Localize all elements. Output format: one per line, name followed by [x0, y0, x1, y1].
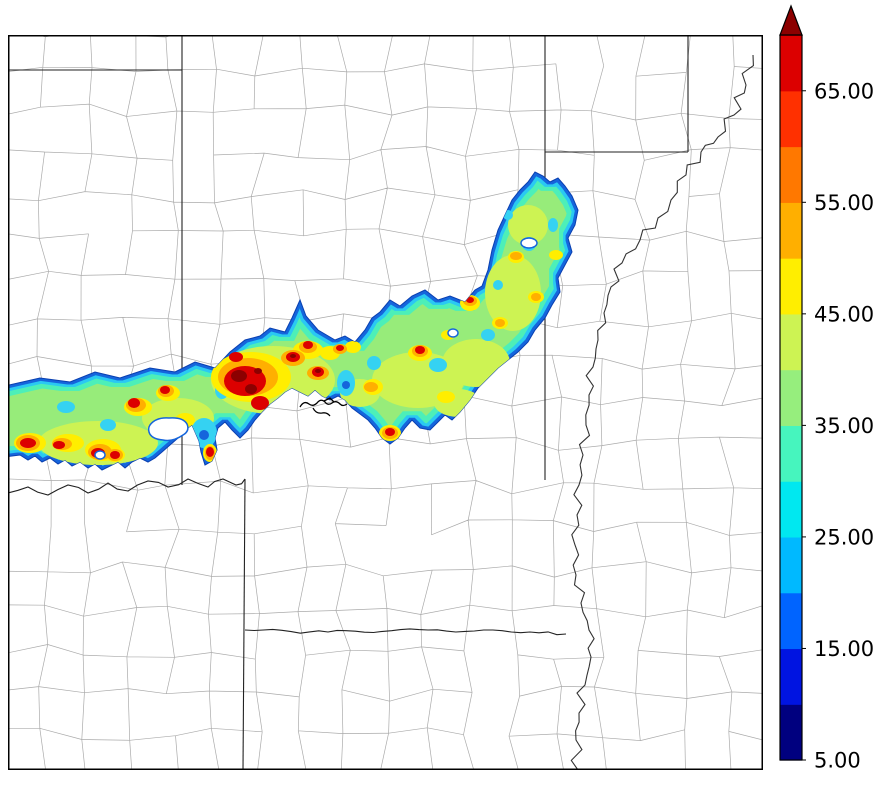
colorbar-segment — [780, 90, 802, 148]
colorbar-segment — [780, 481, 802, 538]
colorbar-tick-label: 65.00 — [814, 79, 874, 103]
band-holes — [94, 237, 538, 460]
colorbar: 5.00 15.00 25.00 35.00 45.00 55.00 65.00 — [779, 4, 874, 773]
mississippi-river-line — [570, 54, 754, 770]
colorbar-tick-label: 15.00 — [814, 637, 874, 661]
colorbar-segment — [780, 704, 802, 761]
colorbar-segment — [780, 258, 802, 315]
colorbar-segment — [780, 536, 802, 594]
colorbar-segment — [780, 35, 802, 92]
plot-frame — [8, 35, 763, 770]
colorbar-over-arrow — [779, 4, 803, 36]
colorbar-segment — [780, 425, 802, 482]
contour-level-over-65 — [231, 354, 321, 394]
lake-squiggle — [299, 397, 348, 417]
colorbar-segment — [780, 592, 802, 650]
colorbar-tick-label: 25.00 — [814, 525, 874, 549]
colorbar-tick-label: 45.00 — [814, 302, 874, 326]
colorbar-tick-label: 5.00 — [814, 749, 861, 773]
state-border-line — [242, 478, 246, 770]
colorbar-tick-label: 55.00 — [814, 191, 874, 215]
red-river-border — [8, 478, 246, 496]
colorbar-segment — [780, 202, 802, 259]
map-plot — [8, 35, 763, 770]
colorbar-segment — [780, 146, 802, 203]
colorbar-segment — [780, 648, 802, 705]
colorbar-tick-label: 35.00 — [814, 414, 874, 438]
south-state-border — [244, 628, 567, 636]
colorbar-segment — [780, 369, 802, 426]
colorbar-segment — [780, 313, 802, 371]
reflectivity-band — [8, 171, 579, 471]
